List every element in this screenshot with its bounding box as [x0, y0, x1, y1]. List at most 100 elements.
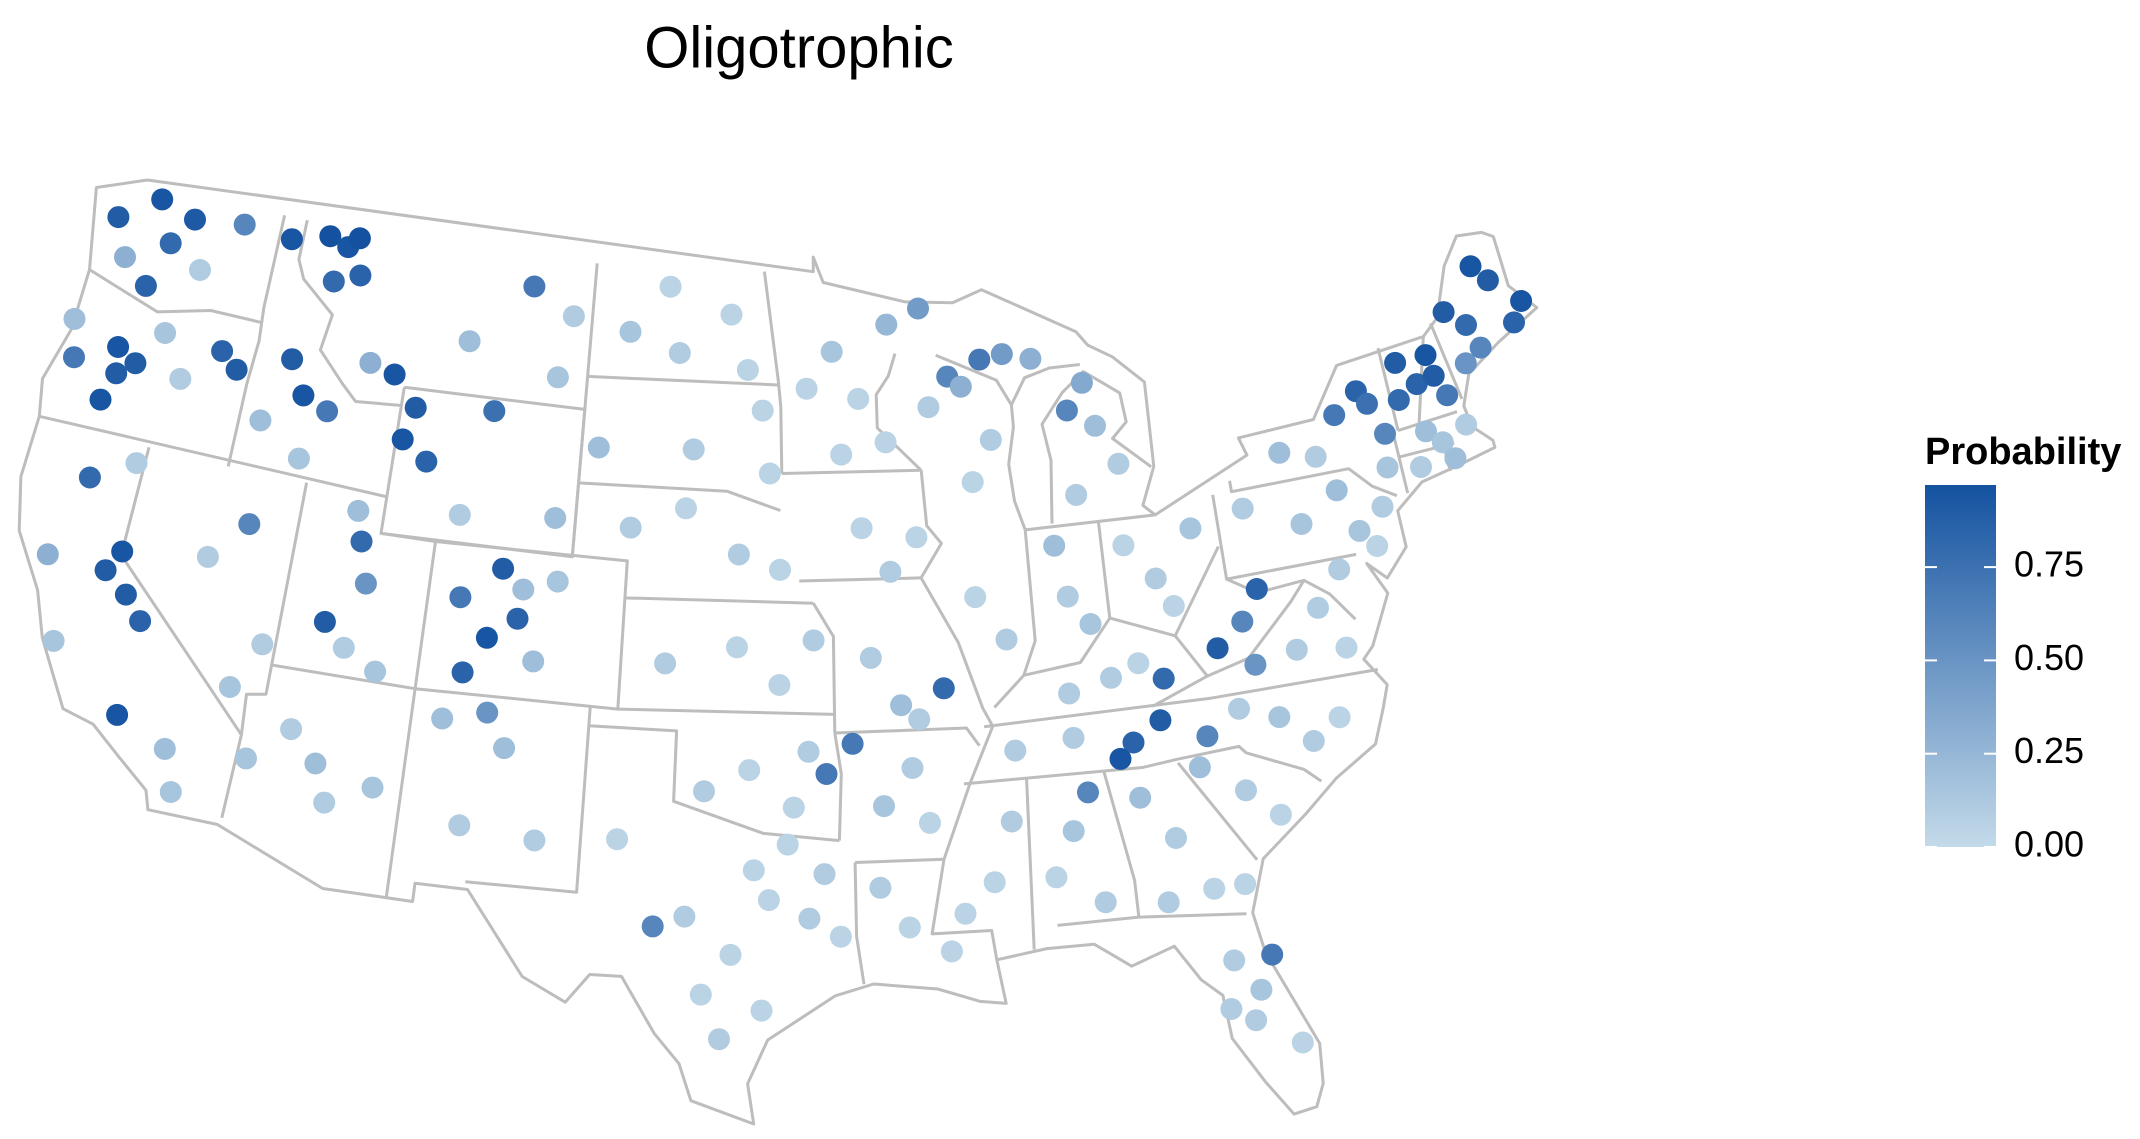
site-point: [719, 943, 742, 966]
site-point: [1109, 747, 1132, 770]
site-point: [1410, 456, 1432, 478]
state-border: [220, 482, 309, 819]
state-border: [1025, 779, 1036, 950]
site-point: [798, 907, 821, 930]
site-point: [449, 586, 472, 609]
site-point: [281, 348, 304, 371]
site-point: [1469, 336, 1492, 359]
site-point: [1356, 392, 1378, 415]
site-point: [1384, 351, 1407, 374]
site-point: [1127, 652, 1150, 675]
points: [36, 188, 1533, 1054]
site-point: [107, 206, 130, 229]
site-point: [1165, 827, 1187, 849]
site-point: [1228, 697, 1250, 720]
site-point: [1157, 891, 1180, 914]
site-point: [151, 188, 174, 211]
site-point: [211, 340, 234, 363]
site-point: [890, 694, 913, 717]
state-border: [1102, 771, 1141, 918]
site-point: [1325, 479, 1348, 502]
site-point: [1405, 373, 1428, 396]
site-point: [758, 462, 781, 485]
site-point: [159, 781, 182, 803]
site-point: [523, 275, 546, 298]
site-point: [1307, 596, 1329, 619]
site-point: [492, 557, 515, 580]
state-border: [617, 707, 835, 716]
site-point: [349, 264, 372, 287]
site-point: [1070, 371, 1093, 394]
site-point: [94, 559, 117, 582]
state-border: [384, 688, 417, 899]
site-point: [1231, 497, 1254, 520]
state-border: [812, 602, 837, 734]
site-point: [829, 925, 852, 948]
state-border: [1151, 674, 1209, 708]
legend-title: Probability: [1925, 431, 2121, 473]
site-point: [769, 558, 791, 581]
site-point: [280, 718, 303, 741]
state-border: [1176, 761, 1259, 861]
site-point: [964, 586, 987, 609]
site-point: [1454, 352, 1477, 375]
site-point: [347, 499, 370, 522]
site-point: [562, 305, 585, 328]
site-point: [1179, 517, 1202, 540]
colorbar-tick-label: 0.00: [2014, 824, 2084, 865]
site-point: [1043, 534, 1066, 557]
site-point: [1245, 1009, 1268, 1032]
site-point: [1094, 891, 1117, 914]
map-borders: [17, 178, 1539, 1126]
site-point: [483, 400, 506, 423]
site-point: [979, 428, 1002, 451]
site-point: [106, 703, 129, 726]
site-point: [225, 358, 248, 381]
site-point: [359, 351, 382, 374]
site-point: [776, 833, 799, 856]
state-border: [762, 271, 784, 474]
site-point: [304, 752, 327, 775]
site-point: [1152, 667, 1175, 690]
site-point: [134, 274, 157, 297]
site-point: [114, 246, 136, 269]
site-point: [995, 628, 1018, 651]
site-point: [1245, 578, 1268, 600]
site-point: [1079, 613, 1102, 635]
site-point: [476, 701, 499, 724]
site-point: [875, 313, 898, 336]
site-point: [189, 259, 211, 281]
state-border: [781, 468, 922, 475]
state-border: [226, 214, 287, 467]
site-point: [1084, 414, 1106, 437]
site-point: [153, 737, 176, 760]
site-point: [708, 1028, 730, 1051]
site-point: [901, 757, 924, 779]
site-point: [673, 905, 696, 928]
site-point: [1004, 739, 1027, 762]
site-point: [154, 322, 177, 344]
site-point: [280, 228, 303, 251]
site-point: [63, 307, 86, 330]
site-point: [332, 636, 355, 659]
site-point: [1268, 706, 1291, 729]
site-point: [641, 915, 664, 938]
site-point: [654, 652, 677, 675]
site-point: [63, 346, 85, 369]
site-point: [238, 513, 261, 536]
site-point: [1062, 820, 1085, 843]
site-point: [169, 367, 192, 390]
state-border: [963, 744, 1323, 786]
state-border: [578, 481, 781, 512]
site-point: [859, 646, 882, 669]
colorbar: [1925, 485, 1996, 847]
state-border: [1429, 322, 1464, 400]
site-point: [364, 660, 387, 683]
state-border: [1228, 467, 1398, 498]
site-point: [105, 362, 128, 385]
site-point: [1062, 726, 1085, 749]
site-point: [1328, 706, 1351, 729]
site-point: [1414, 344, 1437, 367]
state-border: [1007, 363, 1080, 531]
